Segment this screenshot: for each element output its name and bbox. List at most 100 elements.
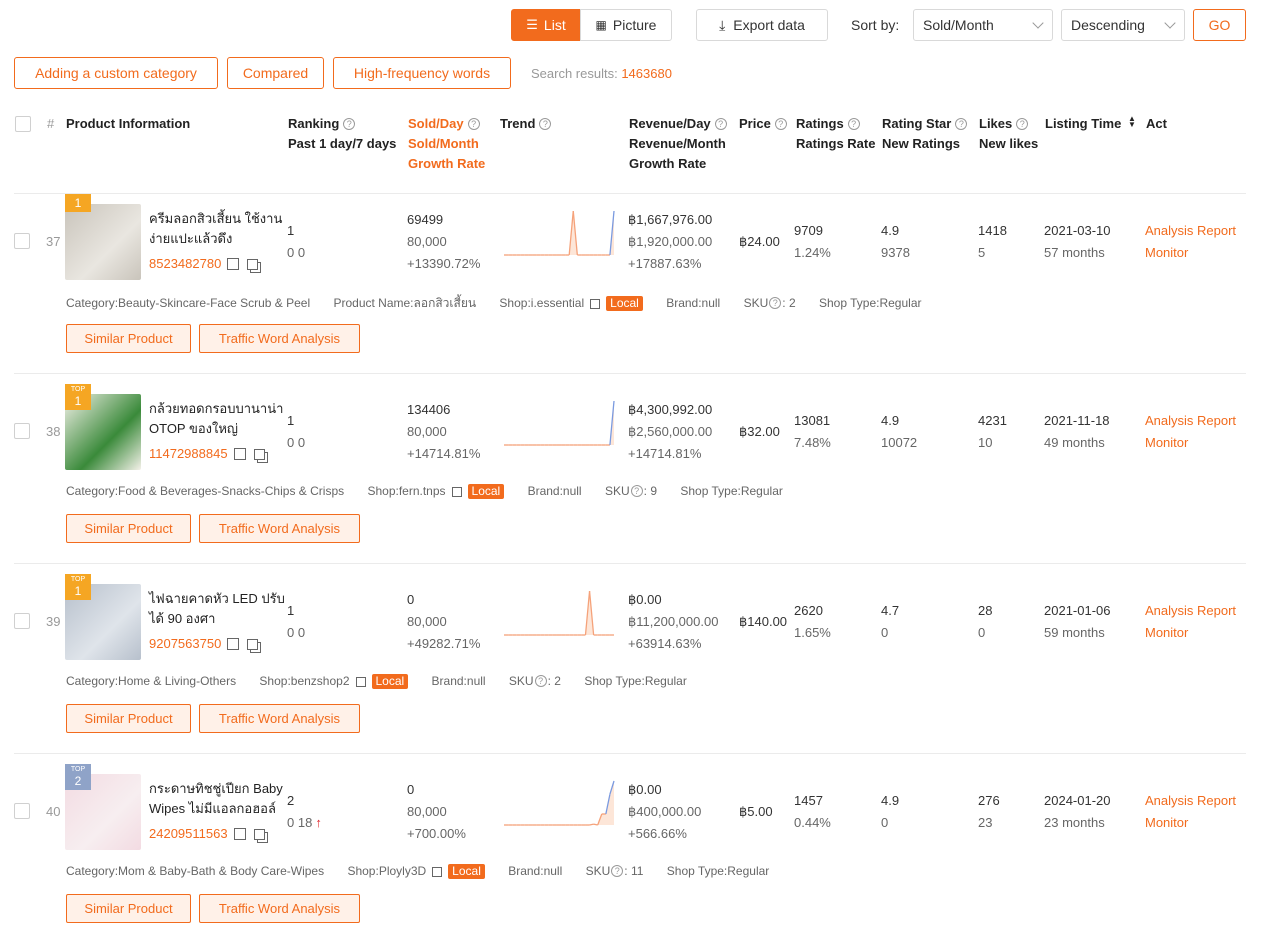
ratings-header[interactable]: Ratings? Ratings Rate [796,114,875,154]
listing-date: 2021-03-10 [1044,223,1111,238]
similar-product-button[interactable]: Similar Product [66,324,191,353]
product-id: 9207563750 [149,636,259,651]
shop-field: Shop:i.essential Local [499,296,643,311]
similar-product-button[interactable]: Similar Product [66,514,191,543]
shop-link[interactable]: fern.tnps [398,484,446,498]
go-button[interactable]: GO [1193,9,1246,41]
rating-star-header[interactable]: Rating Star? New Ratings [882,114,968,154]
copy-icon[interactable] [253,829,265,840]
arrow-up-icon: ↑ [315,815,322,830]
copy-icon[interactable] [247,639,259,650]
product-thumbnail[interactable] [65,204,141,280]
actions-cell: Analysis Report Monitor [1145,410,1236,454]
help-icon: ? [774,118,787,130]
revenue-growth: +63914.63% [628,636,702,651]
rating-star: 4.7 [881,603,900,618]
help-icon: ? [847,118,860,130]
shop-link[interactable]: Ployly3D [378,864,427,878]
price: ฿140.00 [739,614,788,629]
brand-field: Brand:null [508,864,563,878]
sold-month: 80,000 [407,234,447,249]
revenue-growth: +17887.63% [628,256,702,271]
help-icon: ? [955,118,968,130]
listing-time-cell: 2021-11-18 49 months [1044,410,1110,454]
external-link-icon[interactable] [432,867,443,877]
sort-field-value: Sold/Month [923,17,994,33]
list-view-button[interactable]: ☰ List [511,9,581,41]
monitor-link[interactable]: Monitor [1145,245,1189,260]
ranking-header[interactable]: Ranking? Past 1 day/7 days [288,114,396,154]
high-frequency-words-button[interactable]: High-frequency words [333,57,511,89]
traffic-word-analysis-button[interactable]: Traffic Word Analysis [199,704,360,733]
traffic-word-analysis-button[interactable]: Traffic Word Analysis [199,324,360,353]
copy-icon[interactable] [253,449,265,460]
analysis-report-link[interactable]: Analysis Report [1145,793,1237,808]
revenue-day: ฿0.00 [628,782,662,797]
similar-product-button[interactable]: Similar Product [66,704,191,733]
external-link-icon[interactable] [227,258,240,270]
export-data-button[interactable]: ⤓ Export data [696,9,828,41]
shop-link[interactable]: i.essential [530,296,585,310]
traffic-word-analysis-button[interactable]: Traffic Word Analysis [199,514,360,543]
monitor-link[interactable]: Monitor [1145,435,1189,450]
rank-badge: TOP 2 [65,764,91,790]
listing-date: 2021-01-06 [1044,603,1111,618]
similar-product-button[interactable]: Similar Product [66,894,191,923]
external-link-icon[interactable] [451,487,462,497]
product-info-header: Product Information [66,116,191,131]
sold-day: 134406 [407,402,451,417]
sold-header[interactable]: Sold/Day? Sold/Month Growth Rate [408,114,485,174]
top-badge-label: TOP [70,576,86,583]
external-link-icon[interactable] [233,828,246,840]
compared-button[interactable]: Compared [227,57,324,89]
new-ratings: 0 [881,815,889,830]
picture-view-button[interactable]: ▦ Picture [580,9,672,41]
analysis-report-link[interactable]: Analysis Report [1145,413,1237,428]
external-link-icon[interactable] [233,448,246,460]
listing-time-cell: 2021-03-10 57 months [1044,220,1111,264]
revenue-header[interactable]: Revenue/Day? Revenue/Month Growth Rate [629,114,727,174]
monitor-link[interactable]: Monitor [1145,815,1189,830]
likes-cell: 1418 5 [978,220,1007,264]
row-checkbox[interactable] [14,803,30,819]
traffic-word-analysis-button[interactable]: Traffic Word Analysis [199,894,360,923]
trend-segment [584,590,591,636]
rank-7d: 0 18 ↑ [287,815,322,830]
external-link-icon[interactable] [590,299,601,309]
product-name-link[interactable]: กระดาษทิชชู่เปียก Baby Wipes ไม่มีแอลกอฮ… [149,781,283,816]
new-likes: 10 [978,435,993,450]
copy-icon[interactable] [247,259,259,270]
likes-header[interactable]: Likes? New likes [979,114,1038,154]
row-index: 38 [46,424,61,439]
sort-icon[interactable]: ▲ ▼ [1127,114,1136,129]
row-checkbox[interactable] [14,233,30,249]
trend-segment [568,210,574,256]
shop-type-field: Shop Type:Regular [680,484,783,498]
analysis-report-link[interactable]: Analysis Report [1145,603,1237,618]
rating-star-cell: 4.7 0 [881,600,899,644]
row-checkbox[interactable] [14,423,30,439]
sort-order-select[interactable]: Descending [1061,9,1185,41]
product-meta: Category:Home & Living-Others Shop:benzs… [66,674,687,689]
category-field: Category:Mom & Baby-Bath & Body Care-Wip… [66,864,325,878]
product-name-link[interactable]: ครีมลอกสิวเสี้ยน ใช้งานง่ายแปะแล้วดึง [149,211,283,246]
external-link-icon[interactable] [227,638,240,650]
sort-field-select[interactable]: Sold/Month [913,9,1053,41]
select-all-checkbox[interactable] [15,116,31,132]
list-icon: ☰ [526,17,538,32]
product-id-link[interactable]: 9207563750 [149,636,222,651]
product-id-link[interactable]: 24209511563 [149,826,228,841]
shop-link[interactable]: benzshop2 [290,674,350,688]
monitor-link[interactable]: Monitor [1145,625,1189,640]
product-name-link[interactable]: กล้วยทอดกรอบบานาน่า OTOP ของใหญ่ [149,401,284,436]
likes-count: 28 [978,603,993,618]
analysis-report-link[interactable]: Analysis Report [1145,223,1237,238]
add-custom-category-button[interactable]: Adding a custom category [14,57,218,89]
product-name-link[interactable]: ไฟฉายคาดหัว LED ปรับได้ 90 องศา [149,591,285,626]
price-header[interactable]: Price? [739,114,787,134]
listing-time-header[interactable]: Listing Time ▲ ▼ [1045,114,1136,134]
product-id-link[interactable]: 8523482780 [149,256,222,271]
row-checkbox[interactable] [14,613,30,629]
external-link-icon[interactable] [355,677,366,687]
product-id-link[interactable]: 11472988845 [149,446,228,461]
